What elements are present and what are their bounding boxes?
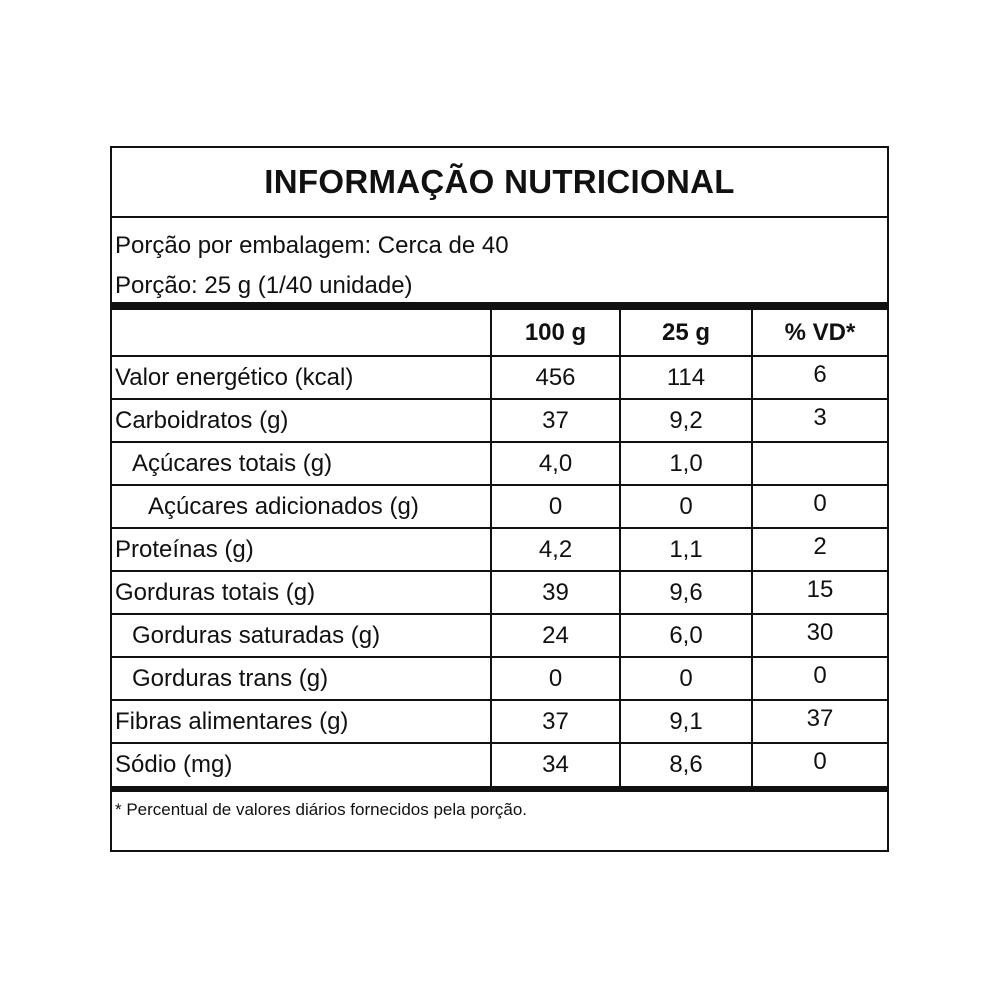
value-100g: 0 <box>491 485 621 529</box>
table-row: Fibras alimentares (g) 37 9,1 37 <box>112 700 887 744</box>
table-row: Açúcares adicionados (g) 0 0 0 <box>112 485 887 529</box>
footnote: * Percentual de valores diários fornecid… <box>115 800 528 819</box>
nutrient-name: Valor energético (kcal) <box>112 356 492 400</box>
value-25g: 0 <box>620 485 753 529</box>
value-25g: 0 <box>620 657 753 701</box>
value-vd: 37 <box>752 700 887 744</box>
value-25g: 1,1 <box>620 528 753 572</box>
table-row: Sódio (mg) 34 8,6 0 <box>112 743 887 786</box>
header-25g: 25 g <box>620 310 753 357</box>
value-100g: 39 <box>491 571 621 615</box>
nutrition-facts-label: INFORMAÇÃO NUTRICIONAL Porção por embala… <box>110 146 889 852</box>
value-100g: 37 <box>491 700 621 744</box>
value-vd: 0 <box>752 657 887 701</box>
nutrient-name: Gorduras saturadas (g) <box>112 614 492 658</box>
nutrient-name: Proteínas (g) <box>112 528 492 572</box>
value-vd: 30 <box>752 614 887 658</box>
header-100g: 100 g <box>491 310 621 357</box>
value-100g: 456 <box>491 356 621 400</box>
nutrient-name: Sódio (mg) <box>112 743 492 786</box>
header-nutrient <box>112 310 492 357</box>
value-25g: 8,6 <box>620 743 753 786</box>
value-25g: 114 <box>620 356 753 400</box>
header-vd: % VD* <box>752 310 887 357</box>
table-row: Proteínas (g) 4,2 1,1 2 <box>112 528 887 572</box>
thick-divider-bottom <box>112 786 887 792</box>
table-row: Gorduras trans (g) 0 0 0 <box>112 657 887 701</box>
nutrient-name: Açúcares adicionados (g) <box>112 485 492 529</box>
value-100g: 4,0 <box>491 442 621 486</box>
value-25g: 9,1 <box>620 700 753 744</box>
value-25g: 9,6 <box>620 571 753 615</box>
value-25g: 9,2 <box>620 399 753 443</box>
table-row: Gorduras saturadas (g) 24 6,0 30 <box>112 614 887 658</box>
nutrient-name: Carboidratos (g) <box>112 399 492 443</box>
table-header-row: 100 g 25 g % VD* <box>112 310 887 357</box>
value-vd: 2 <box>752 528 887 572</box>
value-vd: 0 <box>813 748 827 775</box>
value-100g: 0 <box>491 657 621 701</box>
table-row: Carboidratos (g) 37 9,2 3 <box>112 399 887 443</box>
value-100g: 4,2 <box>491 528 621 572</box>
value-25g: 1,0 <box>620 442 753 486</box>
value-100g: 24 <box>491 614 621 658</box>
portions-per-package: Porção por embalagem: Cerca de 40 <box>115 232 509 259</box>
table-row: Açúcares totais (g) 4,0 1,0 <box>112 442 887 486</box>
value-100g: 34 <box>491 743 621 786</box>
table-row: Valor energético (kcal) 456 114 6 <box>112 356 887 400</box>
value-vd: 15 <box>752 571 887 615</box>
thick-divider-top <box>112 302 887 310</box>
nutrient-name: Açúcares totais (g) <box>112 442 492 486</box>
nutrient-name: Gorduras trans (g) <box>112 657 492 701</box>
portion-size: Porção: 25 g (1/40 unidade) <box>115 272 413 299</box>
value-vd <box>752 442 887 486</box>
value-vd: 3 <box>752 399 887 443</box>
table-row: Gorduras totais (g) 39 9,6 15 <box>112 571 887 615</box>
value-vd: 6 <box>752 356 887 400</box>
value-vd: 0 <box>752 485 887 529</box>
label-title: INFORMAÇÃO NUTRICIONAL <box>112 148 887 218</box>
value-100g: 37 <box>491 399 621 443</box>
nutrient-name: Fibras alimentares (g) <box>112 700 492 744</box>
portion-info: Porção por embalagem: Cerca de 40 Porção… <box>112 218 887 302</box>
nutrient-name: Gorduras totais (g) <box>112 571 492 615</box>
value-25g: 6,0 <box>620 614 753 658</box>
nutrition-table: 100 g 25 g % VD* Valor energético (kcal)… <box>112 310 887 786</box>
